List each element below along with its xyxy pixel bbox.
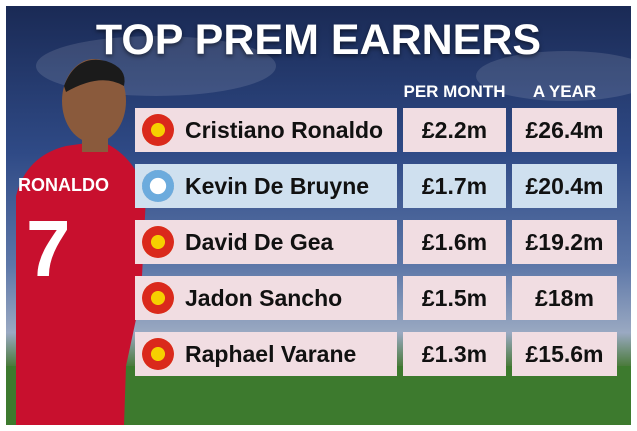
monthly-wage: £1.5m <box>403 276 506 320</box>
monthly-wage: £2.2m <box>403 108 506 152</box>
monthly-wage: £1.7m <box>403 164 506 208</box>
infographic: RONALDO 7 TOP PREM EARNERS PER MONTH A Y… <box>6 6 631 425</box>
player-name: David De Gea <box>135 220 397 264</box>
column-header: PER MONTH <box>403 82 506 101</box>
monthly-wage: £1.3m <box>403 332 506 376</box>
svg-text:7: 7 <box>26 204 71 293</box>
club-badge <box>142 170 174 202</box>
yearly-wage: £15.6m <box>512 332 617 376</box>
club-badge <box>142 338 174 370</box>
yearly-wage: £20.4m <box>512 164 617 208</box>
yearly-wage: £26.4m <box>512 108 617 152</box>
yearly-wage: £19.2m <box>512 220 617 264</box>
club-badge <box>142 226 174 258</box>
club-badge <box>142 114 174 146</box>
title: TOP PREM EARNERS <box>95 16 542 64</box>
club-badge <box>142 282 174 314</box>
player-name: Kevin De Bruyne <box>135 164 397 208</box>
monthly-wage: £1.6m <box>403 220 506 264</box>
yearly-wage: £18m <box>512 276 617 320</box>
player-name: Cristiano Ronaldo <box>135 108 397 152</box>
column-header: A YEAR <box>532 82 597 101</box>
player-name: Raphael Varane <box>135 332 397 376</box>
player-name: Jadon Sancho <box>135 276 397 320</box>
svg-text:RONALDO: RONALDO <box>18 175 109 195</box>
